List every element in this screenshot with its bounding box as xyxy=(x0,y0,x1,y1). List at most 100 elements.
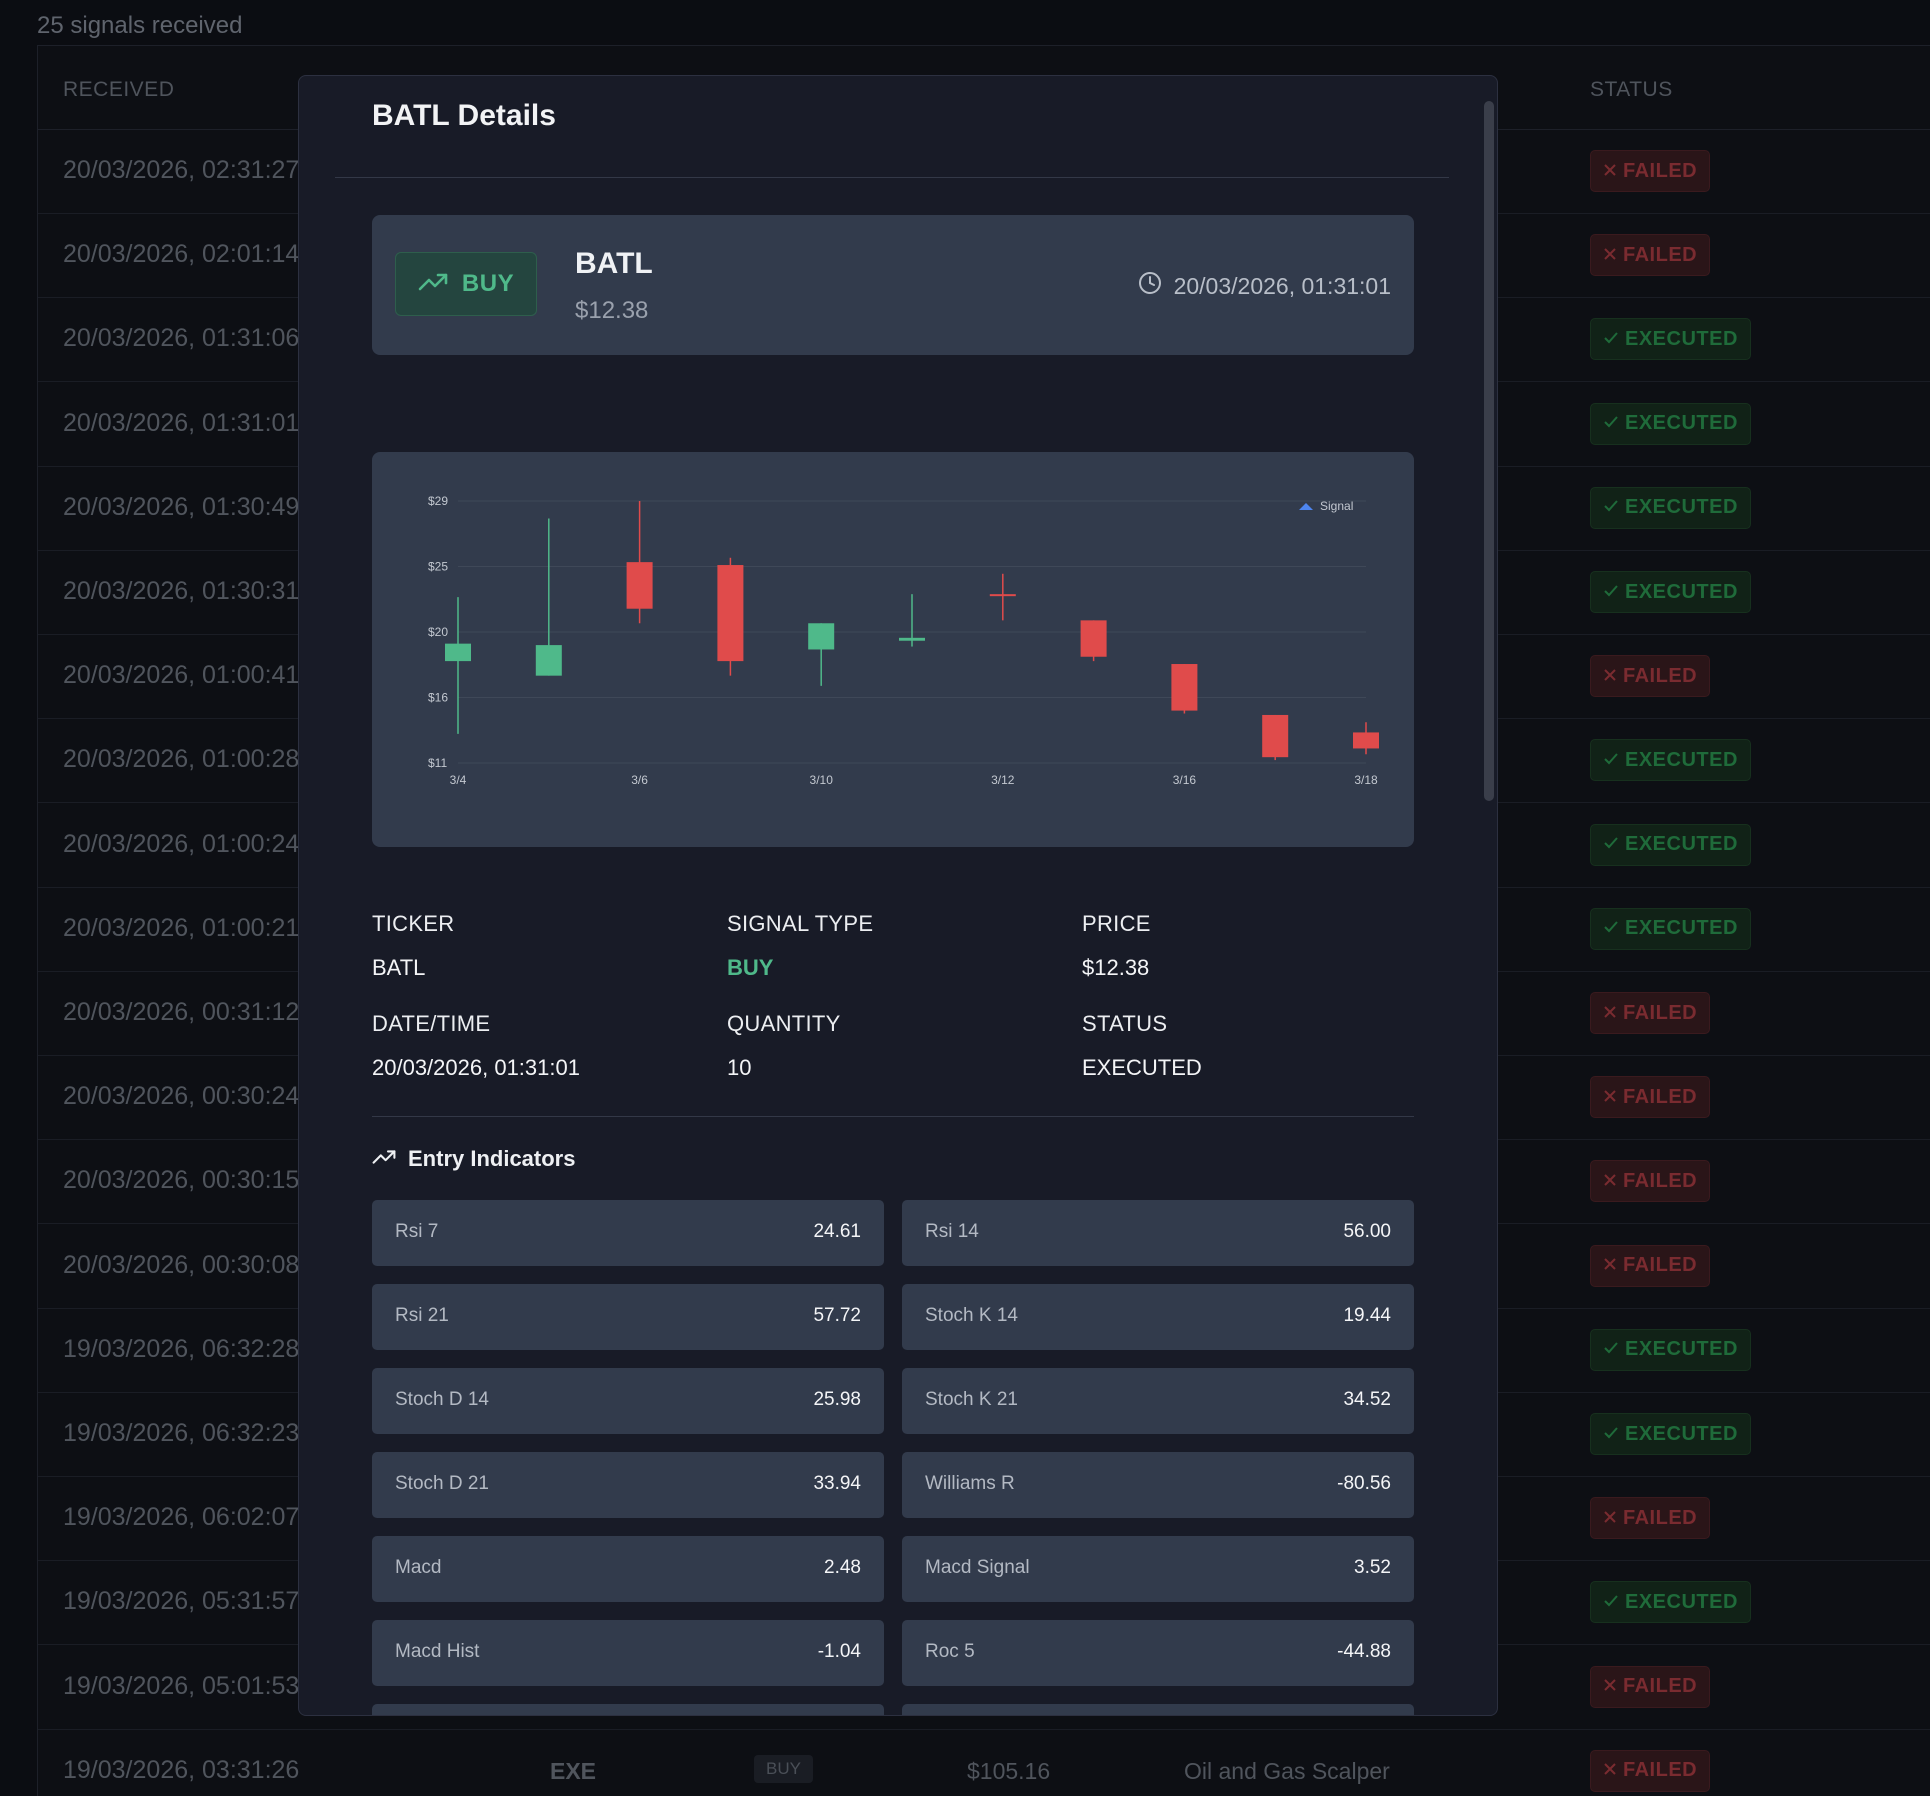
indicator-value: 57.72 xyxy=(813,1305,861,1326)
y-tick-label: $16 xyxy=(428,691,448,705)
status-badge: EXECUTED xyxy=(1590,823,1751,866)
detail-signal-type: SIGNAL TYPE BUY xyxy=(727,911,873,981)
status-badge-label: EXECUTED xyxy=(1625,496,1738,519)
indicator-card: Macd Hist -1.04 xyxy=(372,1620,884,1686)
row-received-time: 20/03/2026, 01:31:01 xyxy=(63,408,300,437)
details-modal: BATL Details BUY BATL $12.38 20/03/2026,… xyxy=(298,75,1498,1716)
status-badge: EXECUTED xyxy=(1590,486,1751,529)
status-badge-label: EXECUTED xyxy=(1625,580,1738,603)
status-badge: FAILED xyxy=(1590,992,1711,1034)
status-badge-label: EXECUTED xyxy=(1625,917,1738,940)
modal-scrollbar[interactable] xyxy=(1484,101,1494,801)
detail-status-value: EXECUTED xyxy=(1082,1055,1202,1080)
status-badge-label: FAILED xyxy=(1623,1001,1698,1024)
row-received-time: 20/03/2026, 01:31:06 xyxy=(63,324,300,353)
status-badge: EXECUTED xyxy=(1590,318,1751,361)
y-tick-label: $25 xyxy=(428,560,448,574)
status-badge-label: FAILED xyxy=(1623,664,1698,687)
row-ticker: EXE xyxy=(550,1757,597,1784)
x-icon xyxy=(1603,1675,1617,1698)
x-icon xyxy=(1603,665,1617,688)
indicator-card: Macd 2.48 xyxy=(372,1536,884,1602)
column-header-received[interactable]: RECEIVED xyxy=(63,78,175,101)
indicator-card: Stoch D 21 33.94 xyxy=(372,1452,884,1518)
x-tick-label: 3/10 xyxy=(810,773,834,787)
indicator-value: 2.48 xyxy=(824,1557,861,1578)
status-badge-label: EXECUTED xyxy=(1625,748,1738,771)
status-badge-label: FAILED xyxy=(1623,159,1698,182)
status-badge: FAILED xyxy=(1590,1497,1711,1540)
indicator-card: Stoch D 14 25.98 xyxy=(372,1368,884,1434)
indicator-card: Rsi 21 57.72 xyxy=(372,1284,884,1350)
status-badge: FAILED xyxy=(1590,1160,1711,1203)
candle-body xyxy=(899,637,925,641)
indicator-card: Macd Signal 3.52 xyxy=(902,1536,1414,1602)
check-icon xyxy=(1603,412,1619,435)
table-row[interactable]: 19/03/2026, 06:32:23 EXECUTED xyxy=(38,1393,1930,1477)
check-icon xyxy=(1603,749,1619,772)
summary-price: $12.38 xyxy=(575,297,649,324)
signal-legend-marker xyxy=(1299,503,1313,510)
candle-body xyxy=(1171,664,1198,711)
indicator-value: 33.94 xyxy=(813,1473,861,1494)
entry-indicators-title: Entry Indicators xyxy=(408,1146,576,1171)
y-tick-label: $11 xyxy=(428,756,447,770)
status-badge-label: EXECUTED xyxy=(1625,327,1738,350)
indicator-card: Rsi 14 56.00 xyxy=(902,1200,1414,1266)
row-strategy: Oil and Gas Scalper xyxy=(1184,1757,1390,1784)
status-badge: FAILED xyxy=(1590,1749,1711,1792)
table-row[interactable]: 19/03/2026, 05:31:57 EXECUTED xyxy=(38,1561,1930,1646)
check-icon xyxy=(1603,833,1619,856)
row-received-time: 20/03/2026, 02:01:14 xyxy=(63,240,300,269)
indicator-value: -80.56 xyxy=(1337,1473,1391,1494)
row-received-time: 19/03/2026, 03:31:26 xyxy=(63,1755,300,1784)
table-row[interactable]: 20/03/2026, 02:31:27 FAILED xyxy=(38,130,1930,214)
indicator-value: 24.61 xyxy=(813,1221,861,1242)
candle-body xyxy=(626,562,653,609)
table-row[interactable]: 19/03/2026, 03:31:26 EXE BUY $105.16 Oil and… xyxy=(38,1730,1930,1796)
x-tick-label: 3/16 xyxy=(1173,773,1197,787)
status-badge-label: EXECUTED xyxy=(1625,1590,1738,1613)
detail-datetime-label: DATE/TIME xyxy=(372,1011,491,1036)
status-badge: EXECUTED xyxy=(1590,739,1751,782)
check-icon xyxy=(1603,581,1619,604)
trending-up-icon xyxy=(418,272,448,297)
indicator-name: Rsi 14 xyxy=(925,1221,979,1242)
candle-body xyxy=(445,643,471,662)
x-icon xyxy=(1603,160,1617,183)
candle-body xyxy=(1262,714,1289,758)
status-badge: EXECUTED xyxy=(1590,1413,1751,1455)
indicator-card xyxy=(902,1704,1414,1715)
x-icon xyxy=(1603,1254,1617,1277)
detail-datetime: DATE/TIME 20/03/2026, 01:31:01 xyxy=(372,1011,580,1081)
detail-price-value: $12.38 xyxy=(1082,955,1150,980)
trending-up-icon xyxy=(372,1146,396,1172)
row-received-time: 19/03/2026, 05:01:53 xyxy=(63,1671,300,1700)
x-icon xyxy=(1603,1759,1617,1782)
table-row[interactable]: 20/03/2026, 00:30:15 FAILED xyxy=(38,1140,1930,1225)
row-received-time: 19/03/2026, 06:32:28 xyxy=(63,1334,300,1363)
row-received-time: 20/03/2026, 01:30:49 xyxy=(63,492,300,521)
x-icon xyxy=(1603,1170,1617,1193)
indicator-value: 25.98 xyxy=(813,1389,861,1410)
column-header-status[interactable]: STATUS xyxy=(1590,78,1673,101)
row-received-time: 20/03/2026, 01:30:31 xyxy=(63,577,300,605)
x-icon xyxy=(1603,1507,1617,1530)
status-badge-label: FAILED xyxy=(1623,1506,1698,1529)
row-received-time: 20/03/2026, 01:00:41 xyxy=(63,661,300,690)
table-row[interactable]: 19/03/2026, 06:02:07 FAILED xyxy=(38,1477,1930,1562)
status-badge-label: FAILED xyxy=(1623,1085,1698,1108)
detail-ticker-value: BATL xyxy=(372,955,426,980)
indicator-value: 56.00 xyxy=(1343,1221,1391,1242)
details-divider xyxy=(372,1116,1414,1117)
legend-label: Signal xyxy=(1320,499,1353,513)
x-tick-label: 3/6 xyxy=(631,773,648,787)
row-received-time: 20/03/2026, 00:30:08 xyxy=(63,1250,300,1279)
summary-ticker: BATL xyxy=(575,247,653,280)
table-row[interactable]: 19/03/2026, 05:01:53 FAILED xyxy=(38,1646,1930,1730)
candle-body xyxy=(1353,732,1379,749)
row-received-time: 20/03/2026, 02:31:27 xyxy=(63,156,300,184)
detail-quantity-label: QUANTITY xyxy=(727,1011,841,1036)
check-icon xyxy=(1603,328,1619,351)
indicator-name: Macd xyxy=(395,1557,442,1578)
